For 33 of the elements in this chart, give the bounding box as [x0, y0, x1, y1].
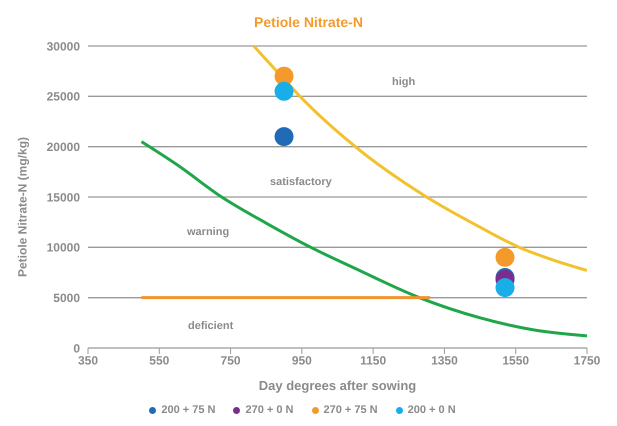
line-series [140, 140, 587, 338]
legend-label: 200 + 75 N [160, 404, 216, 416]
legend-label: 270 + 75 N [322, 404, 378, 416]
y-axis-title: Petiole Nitrate-N (mg/kg) [15, 136, 30, 277]
annotation: high [392, 76, 416, 88]
chart-title: Petiole Nitrate-N [253, 14, 364, 30]
x-tick-label: 1150 [360, 354, 386, 368]
legend-label: 200 + 0 N [406, 404, 456, 416]
y-tick-label: 25000 [46, 90, 80, 104]
annotation: warning [187, 226, 230, 238]
point [274, 127, 294, 146]
y-tick-label: 5000 [53, 290, 80, 305]
x-tick-label: 950 [292, 354, 312, 368]
line-series [252, 46, 587, 272]
x-tick-label: 1550 [502, 354, 530, 368]
x-tick-label: 1350 [431, 354, 458, 368]
x-tick-label: 350 [78, 354, 98, 368]
y-tick-label: 10000 [46, 240, 80, 255]
legend-label: 270 + 0 N [244, 404, 294, 416]
point [496, 278, 515, 298]
y-tick-label: 15000 [46, 190, 80, 204]
point [496, 248, 515, 267]
x-tick-label: 750 [220, 354, 241, 368]
y-tick-label: 30000 [46, 39, 80, 54]
point [274, 66, 294, 86]
annotation: satisfactory [270, 176, 332, 188]
x-tick-label: 1750 [574, 354, 601, 368]
x-tick-label: 550 [149, 354, 170, 368]
y-tick-label: 20000 [46, 140, 80, 154]
x-axis-title: Day degrees after sowing [258, 378, 416, 393]
point [274, 82, 294, 101]
y-tick-label: 0 [73, 341, 80, 356]
annotation: deficient [188, 320, 234, 332]
